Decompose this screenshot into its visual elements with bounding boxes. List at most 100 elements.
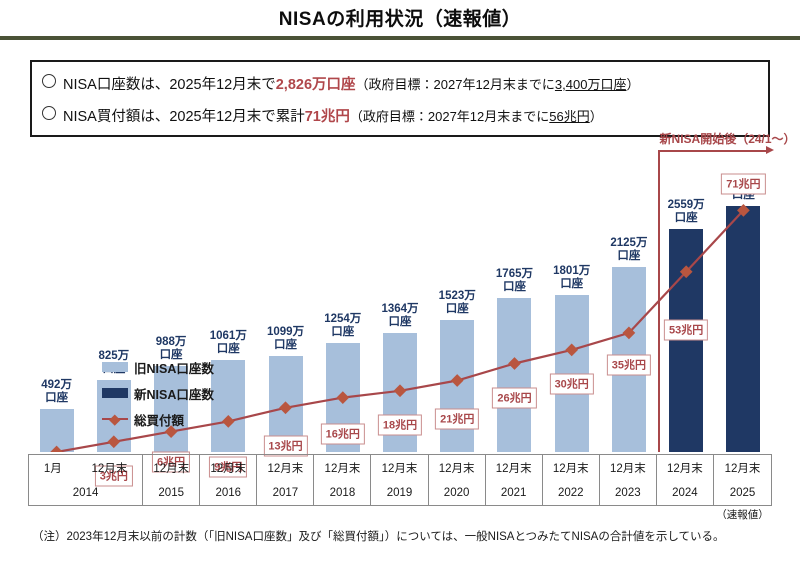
axis-period-label: 1月 [43,463,62,475]
axis-period-label: 12月末 [267,463,304,475]
summary-accounts-highlight: 2,826万口座 [275,77,356,93]
axis-group-2021: 12月末 2021 [486,455,543,505]
bar-column: 1254万 口座 [315,162,371,452]
bar-column: 1765万 口座 [486,162,542,452]
footnote: （注）2023年12月末以前の計数（「旧NISA口座数」及び「総買付額」）につい… [32,531,725,543]
axis-period-row: 12月末 [657,455,713,481]
legend-item-label: 旧NISA口座数 [134,361,214,376]
axis-group-2018: 12月末 2018 [314,455,372,505]
amount-callout: 18兆円 [377,414,423,436]
axis-period-row: 12月末 [371,455,427,481]
axis-period-row: 12月末 [257,455,313,481]
legend-item[interactable]: 旧NISA口座数 [102,354,214,380]
summary-accounts-paren-post: ） [626,77,640,92]
summary-purchase-target: 56兆円 [549,109,590,124]
new-nisa-arrow-line [657,150,768,152]
summary-purchase-highlight: 71兆円 [304,109,350,125]
legend-item-label: 新NISA口座数 [134,387,214,402]
page-title: NISAの利用状況（速報値） [278,9,522,30]
total-purchase-line-swatch [102,414,128,424]
axis-group-2020: 12月末 2020 [429,455,486,505]
summary-accounts-target: 3,400万口座 [554,77,627,92]
summary-line-accounts: NISA口座数は、2025年12月末で 2,826万口座 （政府目標：2027年… [42,69,760,101]
axis-group-2022: 12月末 2022 [543,455,600,505]
axis-period-label: 12月末 [724,463,761,475]
axis-period-label: 12月末 [91,463,128,475]
axis-period-label: 12月末 [153,463,190,475]
old-nisa-bar[interactable] [440,319,475,452]
axis-period-label: 12月末 [324,463,361,475]
old-nisa-bar[interactable] [39,409,74,452]
chart-legend: 旧NISA口座数 新NISA口座数 総買付額 [102,354,214,432]
amount-callout: 53兆円 [664,319,709,341]
amount-callout: 16兆円 [320,423,365,445]
axis-period-label: 12月末 [210,463,247,475]
bar-value-label: 1254万 口座 [324,312,362,338]
axis-year-label: 2024 [672,487,698,499]
nisa-chart: 492万口座825万口座988万口座1061万口座1099万口座1254万口座1… [0,132,800,521]
axis-group-2025: 12月末 2025 （速報値） [714,455,771,521]
new-nisa-bar[interactable] [726,206,761,452]
bar-value-label: 1523万 口座 [438,289,476,315]
summary-accounts-paren-pre: （政府目標：2027年12月末までに [355,77,555,92]
axis-period-label: 12月末 [552,463,589,475]
summary-box: NISA口座数は、2025年12月末で 2,826万口座 （政府目標：2027年… [30,60,770,137]
axis-group-2024: 12月末 2024 [657,455,714,505]
bar-value-label: 1801万 口座 [553,265,591,291]
axis-period-row: 12月末 [314,455,370,481]
legend-item-label: 総買付額 [134,413,185,428]
amount-callout: 3兆円 [94,465,133,487]
axis-period-label: 12月末 [381,463,418,475]
bar-column: 1364万 口座 [372,162,428,452]
old-nisa-bar[interactable] [211,359,246,452]
title-divider-rule [0,36,800,40]
bar-column: 2826万口座 [715,162,771,452]
new-nisa-annotation-label: 新NISA開始後（24/1〜） [659,132,796,146]
bar-value-label: 1061万 口座 [209,329,247,355]
axis-year-sublabel: （速報値） [716,509,769,521]
axis-year-label: 2017 [272,487,299,499]
new-nisa-divider [657,150,660,452]
axis-year-label: 2023 [615,487,641,499]
old-nisa-bar[interactable] [497,298,532,452]
legend-item[interactable]: 総買付額 [102,406,214,432]
axis-year-label: 2014 [72,487,99,499]
bar-value-label: 2125万 口座 [610,237,648,263]
axis-period-label: 12月末 [667,463,703,475]
bar-column: 2559万 口座 [658,162,714,452]
axis-period-row: 12月末 [143,455,199,481]
bar-column: 1801万 口座 [544,162,600,452]
chart-plot-area: 492万口座825万口座988万口座1061万口座1099万口座1254万口座1… [28,132,796,487]
summary-purchase-lead: NISA買付額は、2025年12月末で累計 [63,109,305,125]
axis-period-row: 12月末 [543,455,599,481]
axis-year-label: 2025 [729,487,756,499]
axis-year-label: 2018 [329,487,356,499]
amount-callout: 30兆円 [549,373,594,395]
bar-value-label: 492万 口座 [41,379,72,405]
circle-bullet-icon [42,74,56,88]
axis-group-2019: 12月末 2019 [371,455,429,505]
bar-value-label: 1765万 口座 [495,268,533,294]
bar-column: 2125万 口座 [601,162,657,452]
new-nisa-bar[interactable] [669,229,704,452]
amount-callout: 71兆円 [721,173,766,195]
amount-callout: 13兆円 [263,435,308,457]
legend-item[interactable]: 新NISA口座数 [102,380,214,406]
circle-bullet-icon [42,106,56,120]
axis-year-label: 2020 [443,487,470,499]
bar-value-label: 2559万 口座 [667,199,705,225]
axis-group-2015: 12月末 2015 [143,455,201,505]
axis-year-label: 2015 [158,487,184,499]
amount-callout: 6兆円 [152,451,191,473]
new-nisa-swatch [102,388,128,398]
bar-column: 1099万 口座 [258,162,314,452]
axis-group-2016: 12月末 2016 [200,455,258,505]
axis-period-row: 12月末 [600,455,656,481]
axis-year-label: 2019 [386,487,413,499]
bar-value-label: 1099万 口座 [266,326,305,352]
axis-period-label: 12月末 [438,463,475,475]
amount-callout: 21兆円 [435,408,480,430]
summary-purchase-paren-post: ） [589,109,603,124]
axis-period-row: 12月末 [200,455,256,481]
summary-line-purchase: NISA買付額は、2025年12月末で累計 71兆円 （政府目標：2027年12… [42,101,760,133]
